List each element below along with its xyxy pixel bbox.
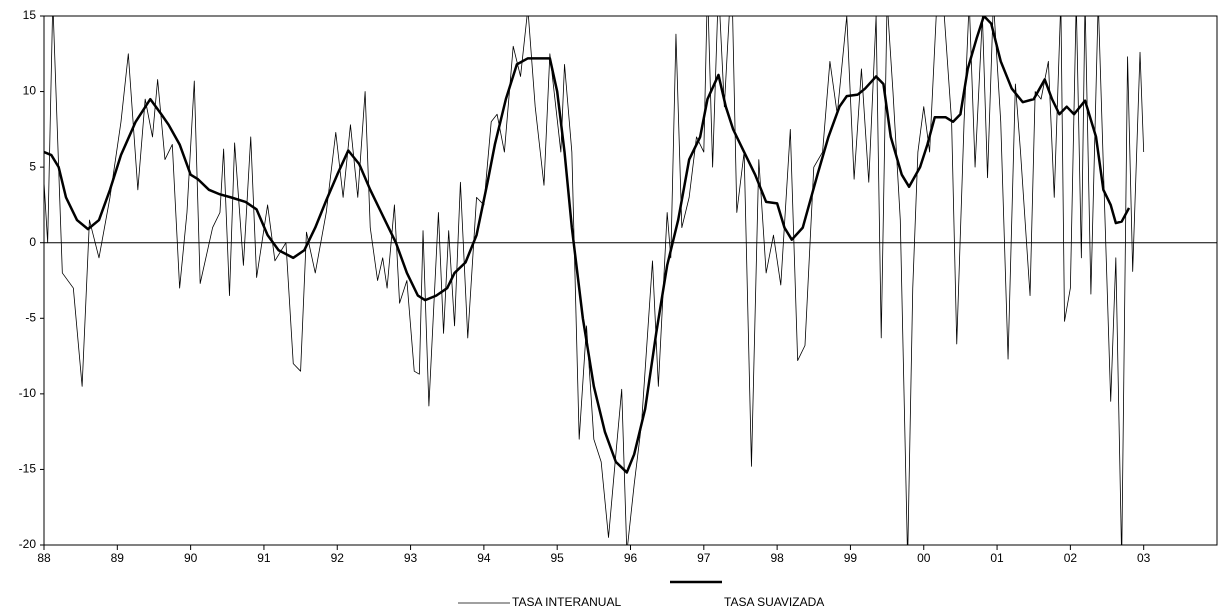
y-tick-label: 10 — [23, 84, 37, 98]
x-tick-label: 02 — [1064, 551, 1078, 565]
x-tick-label: 96 — [624, 551, 638, 565]
x-tick-label: 03 — [1137, 551, 1151, 565]
x-tick-label: 89 — [111, 551, 125, 565]
x-tick-label: 93 — [404, 551, 418, 565]
axes: -20 -15 -10 -5 0 5 10 15 88 89 90 91 92 93 94 95 96 97 98 9… — [19, 8, 1217, 565]
x-tick-label: 95 — [551, 551, 565, 565]
y-tick-label: -15 — [19, 462, 37, 476]
legend-label: TASA INTERANUAL — [512, 595, 621, 609]
x-tick-label: 91 — [257, 551, 271, 565]
y-tick-label: -10 — [19, 386, 37, 400]
x-tick-label: 01 — [990, 551, 1004, 565]
data-line — [44, 16, 1145, 545]
y-tick-label: -20 — [19, 537, 37, 551]
data-line — [44, 16, 1131, 474]
x-tick-label: 90 — [184, 551, 198, 565]
plot-lines — [44, 16, 1145, 545]
x-tick-label: 98 — [770, 551, 784, 565]
y-tick-label: 5 — [29, 159, 36, 173]
x-tick-label: 99 — [844, 551, 858, 565]
x-tick-label: 97 — [697, 551, 711, 565]
y-tick-label: 0 — [29, 235, 36, 249]
x-tick-label: 94 — [477, 551, 491, 565]
legend: TASA INTERANUAL TASA SUAVIZADA — [458, 580, 824, 609]
legend-label: TASA SUAVIZADA — [724, 595, 824, 609]
y-tick-label: 15 — [23, 8, 37, 22]
x-tick-label: 00 — [917, 551, 931, 565]
x-tick-label: 92 — [331, 551, 345, 565]
x-tick-label: 88 — [37, 551, 51, 565]
y-tick-label: -5 — [25, 310, 36, 324]
